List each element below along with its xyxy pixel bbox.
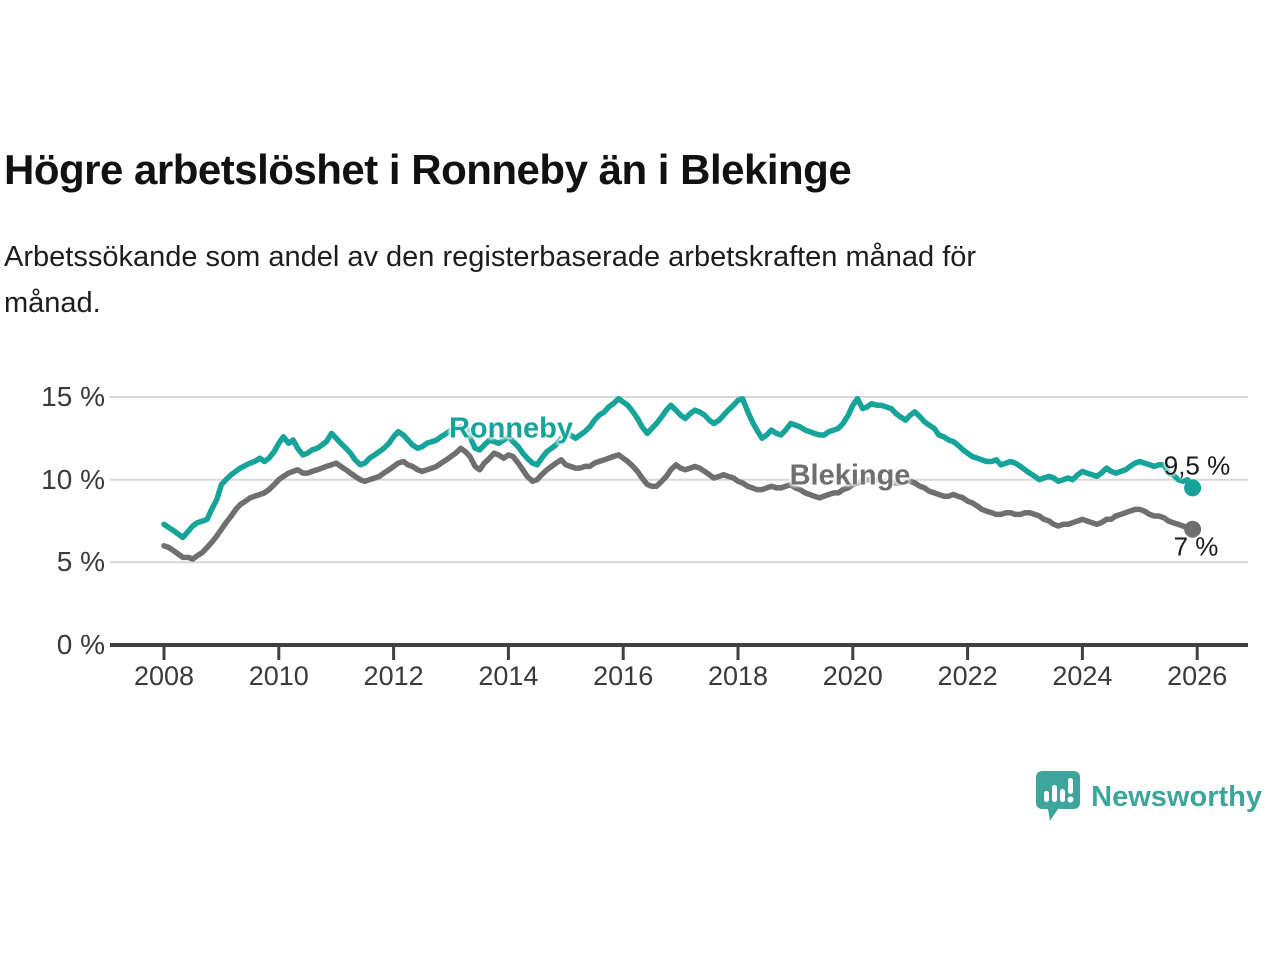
- x-axis-tick-label: 2014: [478, 661, 539, 691]
- end-value-label-blekinge: 7 %: [1173, 531, 1219, 562]
- y-axis-tick-label: 15 %: [41, 381, 105, 412]
- chart-subtitle-continued: månad.: [4, 287, 101, 319]
- x-axis-tick-label: 2018: [707, 661, 769, 691]
- end-dot-blekinge: [1184, 520, 1202, 538]
- x-axis-tick-label: 2024: [1052, 661, 1113, 691]
- y-axis-tick-label: 0 %: [56, 629, 105, 660]
- y-axis-tick-label: 10 %: [41, 463, 105, 495]
- y-axis-tick-label: 5 %: [56, 546, 105, 578]
- line-series-ronneby: [161, 395, 1196, 541]
- series-label-ronneby: Ronneby: [448, 412, 574, 445]
- x-axis-tick-label: 2012: [363, 661, 424, 691]
- newsworthy-logo: Newsworthy: [1035, 771, 1262, 821]
- bar-chart-speech-bubble-icon: [1036, 771, 1081, 821]
- end-value-label-ronneby: 9,5 %: [1163, 450, 1231, 481]
- series-label-blekinge: Blekinge: [789, 459, 911, 492]
- end-dot-ronneby: [1184, 479, 1202, 497]
- x-axis-tick-label: 2016: [593, 661, 654, 691]
- x-axis-tick-label: 2022: [937, 661, 998, 691]
- x-axis-tick-label: 2020: [822, 661, 883, 691]
- x-axis-tick-label: 2026: [1167, 661, 1228, 691]
- brand-name: Newsworthy: [1091, 780, 1262, 813]
- chart-subtitle: Arbetssökande som andel av den registerb…: [4, 241, 977, 273]
- page-title: Högre arbetslöshet i Ronneby än i Blekin…: [4, 146, 852, 193]
- line-series-blekinge: [161, 445, 1196, 562]
- x-axis-tick-label: 2010: [248, 661, 309, 691]
- x-axis-tick-label: 2008: [133, 661, 195, 691]
